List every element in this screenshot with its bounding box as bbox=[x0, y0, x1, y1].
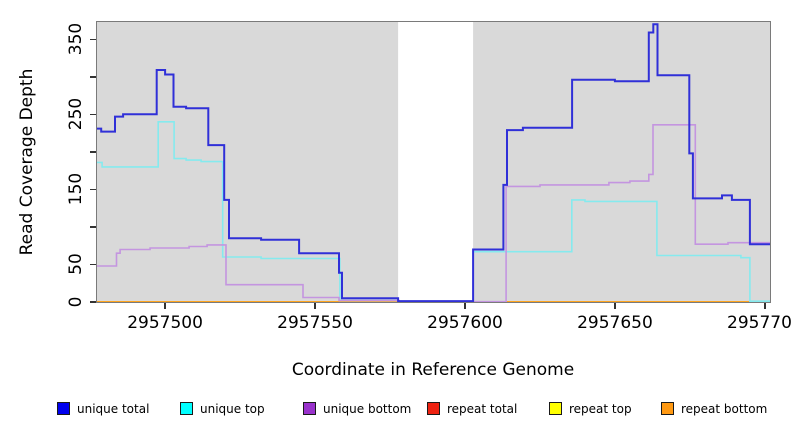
series-unique-total bbox=[97, 23, 770, 302]
y-tick-mark bbox=[90, 188, 96, 191]
y-tick-mark bbox=[90, 76, 96, 78]
legend-label: unique top bbox=[200, 401, 265, 416]
x-tick-mark bbox=[164, 303, 166, 309]
legend-label: repeat bottom bbox=[681, 401, 768, 416]
y-tick-mark bbox=[90, 263, 96, 266]
legend-item-unique-top: unique top bbox=[180, 401, 265, 416]
x-tick-label: 2957500 bbox=[127, 313, 203, 333]
legend-label: repeat total bbox=[447, 401, 518, 416]
legend-label: unique total bbox=[77, 401, 150, 416]
x-tick-mark bbox=[764, 303, 766, 309]
legend-swatch bbox=[180, 402, 193, 415]
legend-swatch bbox=[661, 402, 674, 415]
legend-label: repeat top bbox=[569, 401, 632, 416]
y-tick-mark bbox=[90, 113, 96, 116]
series-unique-top bbox=[473, 199, 770, 302]
y-tick-mark bbox=[90, 151, 96, 153]
y-tick-mark bbox=[90, 301, 96, 303]
legend-swatch bbox=[303, 402, 316, 415]
legend-item-repeat-bottom: repeat bottom bbox=[661, 401, 767, 416]
legend-swatch bbox=[57, 402, 70, 415]
x-tick-label: 2957550 bbox=[277, 313, 353, 333]
coverage-chart bbox=[97, 22, 770, 302]
series-unique-top bbox=[97, 121, 399, 302]
x-tick-mark bbox=[314, 303, 316, 309]
gap-band bbox=[398, 22, 474, 302]
x-tick-label: 2957650 bbox=[577, 313, 653, 333]
legend-item-unique-total: unique total bbox=[57, 401, 149, 416]
legend-label: unique bottom bbox=[323, 401, 412, 416]
legend-item-unique-bottom: unique bottom bbox=[303, 401, 411, 416]
legend-item-repeat-top: repeat top bbox=[549, 401, 632, 416]
y-tick-mark bbox=[90, 38, 96, 40]
y-tick-mark bbox=[90, 226, 96, 228]
x-tick-label: 2957600 bbox=[427, 313, 503, 333]
x-tick-mark bbox=[614, 303, 616, 309]
x-axis-title: Coordinate in Reference Genome bbox=[291, 360, 575, 380]
legend-swatch bbox=[549, 402, 562, 415]
legend-swatch bbox=[427, 402, 440, 415]
legend-item-repeat-total: repeat total bbox=[427, 401, 517, 416]
x-tick-mark bbox=[464, 303, 466, 309]
